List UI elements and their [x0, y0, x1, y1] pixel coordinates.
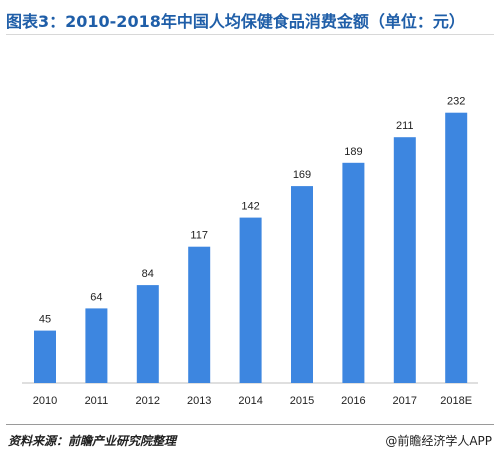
x-tick-label-2012: 2012	[136, 395, 160, 407]
bar-2016	[342, 162, 365, 383]
bar-2013	[188, 246, 211, 383]
bar-2012	[136, 285, 159, 383]
x-tick-label-2015: 2015	[290, 395, 314, 407]
x-tick-label-2011: 2011	[85, 395, 109, 407]
chart-title: 图表3：2010-2018年中国人均保健食品消费金额（单位：元）	[6, 12, 465, 31]
bar-2014	[239, 217, 262, 383]
x-tick-label-2018E: 2018E	[440, 395, 472, 407]
data-label-2014: 142	[241, 201, 259, 213]
x-tick-label-2014: 2014	[238, 395, 262, 407]
data-label-2018E: 232	[447, 96, 465, 108]
brand-label: @前瞻经济学人APP	[385, 434, 492, 448]
data-label-2011: 64	[90, 291, 102, 303]
data-label-2017: 211	[396, 120, 414, 132]
bar-2015	[291, 186, 313, 383]
x-tick-label-2013: 2013	[187, 395, 211, 407]
bar-2011	[85, 308, 108, 383]
source-note: 资料来源：前瞻产业研究院整理	[8, 434, 177, 448]
bar-2010	[34, 330, 56, 383]
data-label-2012: 84	[142, 268, 154, 280]
x-tick-label-2010: 2010	[33, 395, 57, 407]
title-divider	[6, 34, 494, 35]
data-label-2016: 189	[344, 146, 362, 158]
x-tick-label-2016: 2016	[341, 395, 365, 407]
bar-2018E	[445, 112, 468, 383]
data-label-2015: 169	[293, 169, 311, 181]
bar-2017	[393, 137, 416, 383]
data-label-2013: 117	[190, 230, 208, 242]
data-label-2010: 45	[39, 314, 51, 326]
footer-divider	[6, 424, 494, 425]
bar-chart: 45 2010 64 2011 84 2012 117 2013 142 2014 169 2015 1…	[22, 96, 478, 407]
x-tick-label-2017: 2017	[393, 395, 417, 407]
